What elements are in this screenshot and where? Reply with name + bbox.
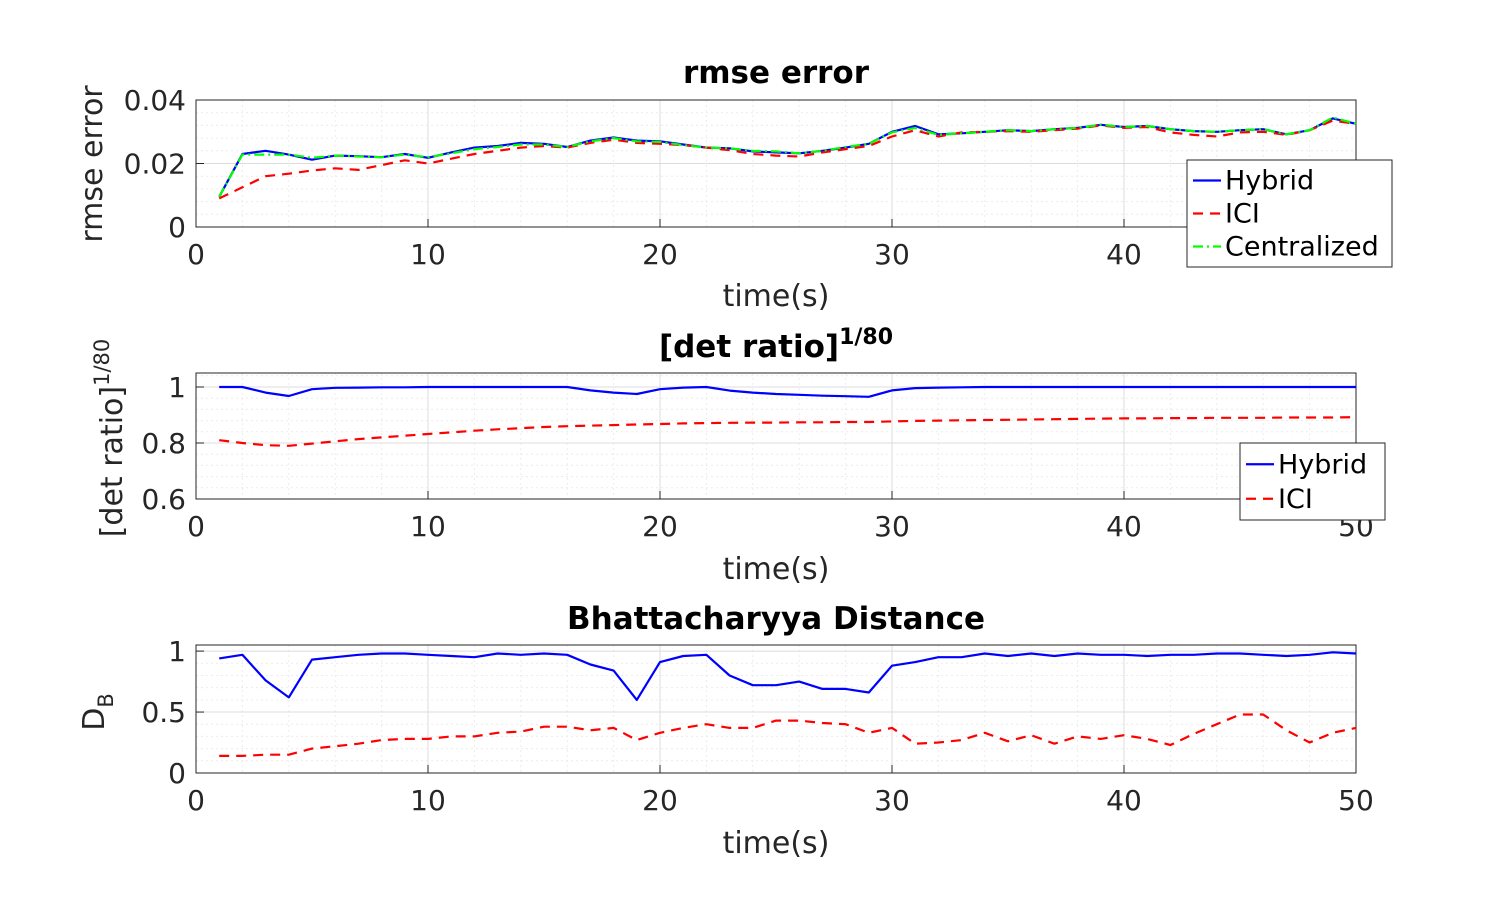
series-line-ici <box>219 416 1357 447</box>
legend: Hybrid ICI <box>1239 442 1386 521</box>
plot-area <box>195 644 1357 774</box>
x-tick-label: 30 <box>874 510 910 543</box>
x-tick-label: 10 <box>410 238 446 271</box>
y-tick-label: 0.04 <box>124 84 186 117</box>
x-axis-label: time(s) <box>723 552 830 587</box>
legend-entry: ICI <box>1225 199 1260 230</box>
legend-box <box>1239 442 1386 521</box>
chart-bhattacharyya-distance: Bhattacharyya Distance 0 10 20 30 40 50 00.51… <box>77 601 1374 861</box>
y-axis-label: [det ratio]1/80 <box>90 339 130 538</box>
legend-entry: Hybrid <box>1225 166 1314 197</box>
y-tick-label: 0.5 <box>141 696 186 729</box>
chart-title-exponent: 1/80 <box>839 325 893 350</box>
x-tick-label: 0 <box>187 238 205 271</box>
chart-title: Bhattacharyya Distance <box>567 601 985 637</box>
y-ticks: 0.6 0.8 1 <box>141 371 204 516</box>
x-tick-label: 20 <box>642 784 678 817</box>
x-tick-label: 30 <box>874 784 910 817</box>
x-ticks: 0 10 20 30 40 <box>187 219 1142 271</box>
legend-box <box>1186 159 1393 268</box>
x-tick-label: 30 <box>874 238 910 271</box>
series-lines <box>219 651 1357 758</box>
x-tick-label: 40 <box>1106 510 1142 543</box>
y-tick-label: 1 <box>168 371 186 404</box>
y-tick-label: 0 <box>168 757 186 790</box>
chart-title: rmse error <box>683 55 870 91</box>
x-tick-label: 10 <box>410 784 446 817</box>
series-line-ici <box>218 119 1357 200</box>
x-tick-label: 20 <box>642 238 678 271</box>
x-tick-label: 40 <box>1106 238 1142 271</box>
x-axis-label: time(s) <box>723 826 830 861</box>
y-axis-label: DB <box>77 693 118 731</box>
x-tick-label: 10 <box>410 510 446 543</box>
y-tick-label: 0 <box>168 211 186 244</box>
chart-rmse-error: rmse error 0 10 20 30 40 0 0.02 0.04 time(s) r… <box>75 55 1393 314</box>
y-axis-label: rmse error <box>75 85 110 243</box>
series-line-series-0 <box>219 651 1357 702</box>
series-lines <box>218 116 1357 200</box>
y-tick-label: 0.8 <box>141 427 186 460</box>
legend-entry: ICI <box>1278 484 1313 515</box>
chart-det-ratio: [det ratio]1/80 0 10 20 30 40 50 0.60.81 time… <box>90 325 1386 587</box>
y-axis-label-main: [det ratio] <box>95 386 130 537</box>
legend-entry: Centralized <box>1225 232 1379 263</box>
chart-title: [det ratio]1/80 <box>659 325 893 365</box>
series-line-hybrid <box>219 385 1356 398</box>
series-line-centralized <box>218 116 1357 198</box>
y-axis-label-main: D <box>77 708 112 731</box>
plot-area <box>195 372 1357 500</box>
y-tick-label: 1 <box>168 635 186 668</box>
chart-title-main: [det ratio] <box>659 329 839 365</box>
x-tick-label: 40 <box>1106 784 1142 817</box>
y-ticks: 0 0.02 0.04 <box>124 84 204 244</box>
series-line-series-1 <box>219 713 1357 758</box>
x-ticks: 0 10 20 30 40 50 <box>187 765 1374 817</box>
y-tick-label: 0.02 <box>124 148 186 181</box>
y-tick-label: 0.6 <box>141 483 186 516</box>
grid <box>195 645 1357 774</box>
x-axis-label: time(s) <box>723 279 830 314</box>
series-lines <box>219 385 1357 447</box>
x-ticks: 0 10 20 30 40 50 <box>187 491 1374 543</box>
x-tick-label: 0 <box>187 784 205 817</box>
y-ticks: 00.51 <box>141 635 204 790</box>
y-axis-label-exponent: 1/80 <box>90 339 114 386</box>
x-tick-label: 20 <box>642 510 678 543</box>
y-axis-label-subscript: B <box>94 693 118 707</box>
x-tick-label: 50 <box>1338 784 1374 817</box>
x-tick-label: 0 <box>187 510 205 543</box>
legend-entry: Hybrid <box>1278 449 1367 480</box>
